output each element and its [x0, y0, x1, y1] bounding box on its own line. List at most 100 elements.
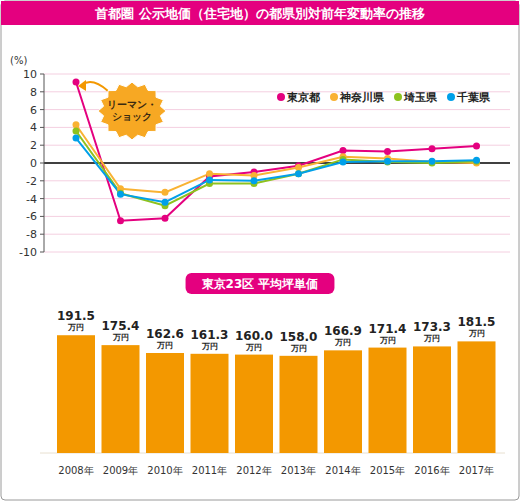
subtitle-box — [186, 273, 335, 294]
x-tick-label: 2010年 — [147, 465, 182, 476]
grid-line — [44, 74, 510, 75]
tick-mark — [40, 234, 44, 235]
point — [73, 135, 80, 142]
series-line — [76, 131, 477, 206]
series-group — [73, 79, 481, 225]
tick-label: -8 — [26, 228, 37, 241]
grid-line — [44, 252, 510, 253]
data-label: 171.4万円 — [369, 322, 407, 345]
x-tick-label: 2008年 — [58, 465, 93, 476]
title: 首都圏 公示地価（住宅地）の都県別対前年変動率の推移 — [94, 6, 425, 21]
point — [206, 176, 213, 183]
tick-mark — [40, 109, 44, 110]
bar — [458, 341, 496, 453]
tick-mark — [40, 127, 44, 128]
page: 首都圏 公示地価（住宅地）の都県別対前年変動率の推移(%)1086420-2-4… — [0, 0, 520, 501]
legend-label: 埼玉県 — [403, 91, 438, 104]
x-tick-label: 2017年 — [459, 465, 494, 476]
data-label-number: 181.5 — [458, 315, 496, 329]
legend-marker — [394, 93, 402, 101]
point — [295, 170, 302, 177]
x-tick-label: 2014年 — [325, 465, 360, 476]
data-label: 161.3万円 — [191, 328, 229, 351]
tick-mark — [40, 252, 44, 253]
data-label: 158.0万円 — [280, 330, 318, 353]
data-label-unit: 万円 — [468, 329, 485, 338]
data-label-unit: 万円 — [67, 323, 84, 332]
tick-mark — [40, 74, 44, 75]
point — [162, 199, 169, 206]
tick-label: 4 — [30, 121, 37, 134]
data-label-unit: 万円 — [379, 336, 396, 345]
annotation-burst — [98, 82, 166, 140]
bar — [146, 353, 184, 453]
tick-label: 6 — [30, 104, 37, 117]
legend: 東京都 神奈川県 埼玉県 千葉県 — [277, 91, 491, 104]
point — [162, 189, 169, 196]
y-axis-label: (%) — [10, 55, 27, 66]
data-label-unit: 万円 — [112, 333, 129, 342]
data-label-number: 160.0 — [235, 329, 273, 343]
tick-label: -6 — [26, 210, 37, 223]
chart-canvas: 首都圏 公示地価（住宅地）の都県別対前年変動率の推移(%)1086420-2-4… — [0, 0, 520, 501]
x-tick-label: 2012年 — [236, 465, 271, 476]
legend-label: 千葉県 — [456, 91, 491, 104]
point — [384, 159, 391, 166]
data-label: 181.5万円 — [458, 315, 496, 338]
y-axis — [44, 74, 45, 252]
point — [117, 217, 124, 224]
tick-label: 10 — [23, 68, 37, 81]
legend-marker — [330, 93, 338, 101]
tick-mark — [40, 145, 44, 146]
bar — [57, 335, 95, 453]
tick-mark — [40, 198, 44, 199]
bar-group — [57, 335, 496, 453]
x-tick-label: 2013年 — [281, 465, 316, 476]
point — [384, 148, 391, 155]
legend-label: 神奈川県 — [339, 91, 385, 104]
subtitle: 東京23区 平均坪単価 — [201, 277, 319, 291]
data-label-number: 175.4 — [102, 319, 140, 333]
point — [473, 143, 480, 150]
legend-label: 東京都 — [286, 91, 320, 104]
point — [340, 147, 347, 154]
title-bar — [1, 1, 519, 25]
bar — [102, 345, 140, 453]
point — [429, 159, 436, 166]
series-line — [76, 82, 477, 221]
point — [473, 158, 480, 165]
point — [473, 157, 480, 164]
frame — [1, 1, 519, 500]
grid-line — [44, 216, 510, 217]
data-label-number: 158.0 — [280, 330, 318, 344]
bar — [191, 354, 229, 453]
tick-mark — [40, 216, 44, 217]
tick-label: -10 — [19, 246, 37, 259]
series-line — [76, 138, 477, 202]
data-label-number: 162.6 — [146, 327, 184, 341]
data-label-unit: 万円 — [423, 334, 440, 343]
series-line — [76, 125, 477, 193]
data-label-number: 166.9 — [324, 324, 362, 338]
tick-label: -2 — [26, 175, 37, 188]
point — [162, 215, 169, 222]
data-label: 173.3万円 — [413, 320, 451, 343]
point — [73, 79, 80, 86]
point — [384, 158, 391, 165]
data-label-number: 191.5 — [57, 309, 95, 323]
x-tick-label: 2015年 — [370, 465, 405, 476]
data-label-unit: 万円 — [201, 342, 218, 351]
grid-line — [44, 145, 510, 146]
tick-label: -4 — [26, 193, 37, 206]
bar — [235, 355, 273, 453]
legend-marker — [277, 93, 285, 101]
tick-label: 8 — [30, 86, 37, 99]
data-label-number: 171.4 — [369, 322, 407, 336]
point — [429, 145, 436, 152]
point — [117, 191, 124, 198]
tick-label: 2 — [30, 139, 37, 152]
data-label: 162.6万円 — [146, 327, 184, 350]
bar — [413, 346, 451, 453]
grid-line — [44, 234, 510, 235]
data-label-unit: 万円 — [245, 343, 262, 352]
